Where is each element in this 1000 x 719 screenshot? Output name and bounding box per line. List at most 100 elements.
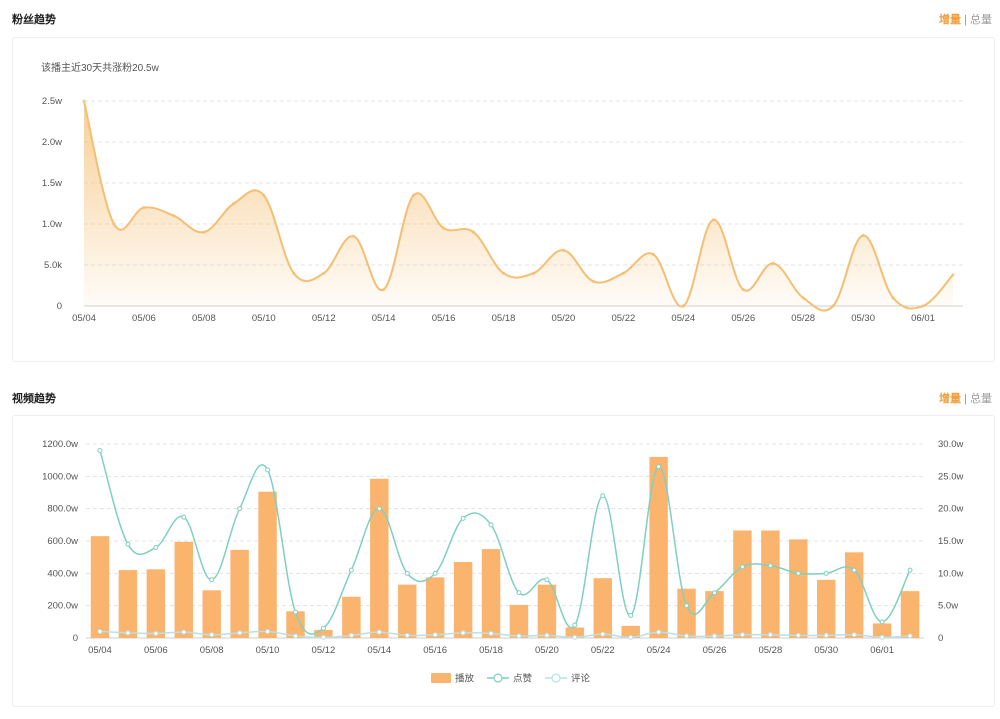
video-total-tab[interactable]: 总量 (970, 393, 992, 405)
fans-data-point (322, 271, 326, 275)
y-left-tick-label: 800.0w (47, 504, 78, 515)
fans-increment-tab[interactable]: 增量 (939, 14, 962, 26)
comments-point (572, 634, 578, 640)
x-tick-label: 05/04 (88, 645, 112, 656)
comments-point (544, 632, 550, 638)
y-right-tick-label: 30.0w (938, 439, 963, 450)
play-bar (481, 549, 501, 638)
fans-data-point (861, 233, 865, 238)
x-tick-label: 05/28 (791, 313, 815, 324)
play-bar (789, 539, 808, 638)
comments-point (293, 633, 298, 639)
fans-data-point (172, 214, 176, 218)
play-bar (90, 536, 110, 638)
play-bar (900, 591, 920, 638)
likes-point (544, 577, 550, 583)
likes-point (684, 603, 690, 609)
fans-data-point (771, 261, 775, 265)
fans-data-point (561, 248, 566, 252)
fans-area (84, 101, 953, 311)
fans-data-point (621, 271, 625, 275)
likes-point (237, 506, 243, 512)
legend-label-play: 播放 (455, 673, 475, 685)
fans-data-point (801, 296, 805, 300)
play-bar (370, 478, 389, 638)
comments-point (348, 632, 354, 638)
x-tick-label: 05/14 (367, 645, 391, 656)
play-bar (844, 552, 864, 638)
fans-summary-text: 该播主近30天共涨粉20.5w (41, 63, 159, 74)
likes-point (656, 464, 662, 470)
comments-point (432, 632, 438, 638)
y-right-tick-label: 10.0w (938, 568, 963, 579)
likes-point (907, 567, 913, 573)
legend-marker-comments[interactable] (551, 673, 561, 683)
play-bar (314, 629, 333, 638)
toggle-separator: | (964, 14, 967, 26)
fans-data-point (262, 193, 266, 197)
fans-data-point (112, 222, 116, 226)
comments-point (879, 634, 885, 640)
comments-point (237, 630, 243, 636)
play-bar (677, 588, 696, 638)
play-bar (202, 590, 221, 638)
play-bar (425, 577, 445, 638)
play-bar (649, 456, 668, 638)
play-bar (565, 627, 585, 638)
x-tick-label: 05/22 (591, 645, 615, 656)
x-tick-label: 05/06 (144, 645, 168, 656)
video-trend-chart: 0 200.0w 400.0w 600.0w 800.0w 1000.0w 1200.0w 0… (42, 439, 963, 685)
comments-point (404, 632, 410, 638)
play-bar (621, 625, 640, 638)
x-tick-label: 05/20 (535, 645, 559, 656)
play-bar (593, 578, 612, 638)
comments-point (376, 629, 382, 635)
fans-data-point (591, 279, 596, 283)
legend-marker-likes[interactable] (493, 673, 503, 683)
x-tick-label: 05/20 (552, 313, 576, 324)
chart-legend: 播放 点赞 评论 (431, 673, 591, 685)
x-tick-label: 05/06 (132, 313, 156, 324)
comments-point (209, 632, 215, 638)
likes-point (265, 467, 271, 473)
x-tick-label: 05/24 (671, 313, 695, 324)
fans-data-point (951, 273, 955, 277)
y-left-tick-label: 0 (73, 633, 78, 644)
fans-data-point (232, 201, 236, 206)
legend-swatch-play[interactable] (431, 673, 451, 683)
likes-point (348, 567, 354, 573)
comments-point (823, 632, 829, 638)
comments-point (125, 630, 131, 636)
fans-data-point (382, 288, 386, 292)
comments-point (851, 632, 857, 638)
x-tick-label: 05/26 (703, 645, 727, 656)
play-bar (733, 530, 752, 638)
fans-data-point (891, 296, 895, 300)
likes-point (739, 564, 745, 570)
comments-point (460, 630, 466, 636)
y-tick-label: 2.5w (42, 96, 62, 107)
fans-data-point (501, 271, 506, 275)
fans-data-point (651, 252, 655, 256)
likes-line (99, 450, 911, 635)
video-increment-tab[interactable]: 增量 (939, 393, 962, 405)
likes-point (795, 570, 801, 576)
y-tick-label: 2.0w (42, 137, 62, 148)
fans-data-point (292, 271, 296, 275)
fans-trend-chart: 0 5.0k 1.0w 1.5w 2.0w 2.5w 05/04 05/06 05/08 05/1… (42, 96, 963, 324)
play-bar (342, 596, 361, 638)
comments-point (684, 633, 690, 639)
play-bar (509, 604, 529, 638)
likes-point (320, 625, 326, 631)
y-left-tick-label: 1200.0w (42, 439, 78, 450)
fans-total-tab[interactable]: 总量 (970, 14, 992, 26)
fans-data-point (352, 234, 356, 238)
y-left-tick-label: 1000.0w (42, 471, 78, 482)
comments-point (907, 633, 913, 639)
likes-point (432, 570, 438, 576)
likes-point (488, 522, 494, 528)
comments-point (516, 633, 522, 639)
comments-point (97, 629, 103, 635)
x-tick-label: 05/04 (72, 313, 96, 324)
play-bar (872, 623, 892, 638)
